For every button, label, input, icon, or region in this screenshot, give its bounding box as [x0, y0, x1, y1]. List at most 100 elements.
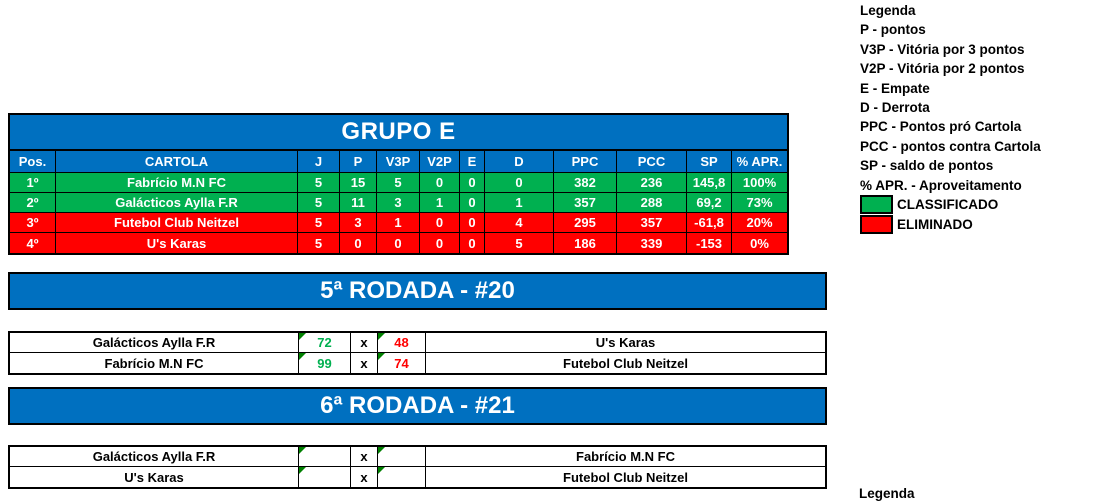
home-score-cell[interactable] [299, 447, 351, 467]
legend-item-pcc: PCC - pontos contra Cartola [860, 138, 1041, 154]
cell-e: 0 [460, 173, 485, 193]
cell-p: 15 [340, 173, 377, 193]
cell-d: 5 [485, 233, 554, 253]
cell-p: 11 [340, 193, 377, 213]
home-score-value: 99 [317, 355, 332, 371]
away-score-cell[interactable]: 48 [378, 333, 426, 353]
legend-title: Legenda [860, 3, 916, 18]
cell-sp: -61,8 [687, 213, 732, 233]
cell-e: 0 [460, 233, 485, 253]
away-team-cell: Fabrício M.N FC [426, 447, 825, 467]
legend-classified-row: CLASSIFICADO [860, 195, 1100, 215]
round-6-banner: 6ª RODADA - #21 [8, 387, 827, 425]
cell-v3p: 5 [377, 173, 420, 193]
cell-apr: 73% [732, 193, 787, 213]
home-score-cell[interactable]: 99 [299, 353, 351, 373]
column-header-v2p: V2P [420, 151, 460, 173]
cell-p: 0 [340, 233, 377, 253]
score-separator: x [351, 447, 378, 467]
column-header-d: D [485, 151, 554, 173]
cell-d: 1 [485, 193, 554, 213]
group-standings-table: GRUPO E Pos. CARTOLA J P V3P V2P E D PPC… [8, 113, 789, 255]
home-score-cell[interactable] [299, 467, 351, 487]
error-indicator-icon [378, 447, 385, 454]
legend-item-sp: SP - saldo de pontos [860, 158, 994, 174]
cell-pos: 2º [10, 193, 56, 213]
cell-cartola: Fabrício M.N FC [56, 173, 298, 193]
away-score-value: 48 [394, 335, 409, 350]
cell-apr: 0% [732, 233, 787, 253]
column-header-e: E [460, 151, 485, 173]
round-6-matches-table: Galácticos Aylla F.R x Fabrício M.N FC U… [8, 445, 827, 489]
cell-v3p: 0 [377, 233, 420, 253]
score-separator: x [351, 353, 378, 373]
cell-p: 3 [340, 213, 377, 233]
cell-cartola: Futebol Club Neitzel [56, 213, 298, 233]
legend-eliminated-row: ELIMINADO [860, 215, 1100, 235]
error-indicator-icon [378, 333, 385, 340]
eliminated-color-swatch [860, 215, 893, 235]
cell-v2p: 0 [420, 213, 460, 233]
cell-pcc: 339 [617, 233, 687, 253]
column-header-ppc: PPC [554, 151, 617, 173]
home-team-cell: Fabrício M.N FC [10, 353, 299, 373]
eliminated-label: ELIMINADO [897, 217, 973, 233]
cell-v2p: 0 [420, 233, 460, 253]
cell-ppc: 357 [554, 193, 617, 213]
legend-item-v3p: V3P - Vitória por 3 pontos [860, 41, 1025, 57]
cell-cartola: U's Karas [56, 233, 298, 253]
away-score-cell[interactable] [378, 447, 426, 467]
legend-panel: Legenda P - pontos V3P - Vitória por 3 p… [860, 1, 1100, 235]
cell-v3p: 1 [377, 213, 420, 233]
cell-pos: 4º [10, 233, 56, 253]
error-indicator-icon [378, 353, 385, 360]
classified-color-swatch [860, 195, 893, 215]
cell-e: 0 [460, 213, 485, 233]
error-indicator-icon [299, 447, 306, 454]
column-header-p: P [340, 151, 377, 173]
score-separator: x [351, 467, 378, 487]
cell-j: 5 [298, 233, 340, 253]
cell-pos: 3º [10, 213, 56, 233]
column-header-pos: Pos. [10, 151, 56, 173]
score-separator: x [351, 333, 378, 353]
round-5-matches-table: Galácticos Aylla F.R 72 x 48 U's Karas F… [8, 331, 827, 375]
cell-pcc: 357 [617, 213, 687, 233]
cell-d: 0 [485, 173, 554, 193]
away-team-cell: U's Karas [426, 333, 825, 353]
error-indicator-icon [299, 353, 306, 360]
away-team-cell: Futebol Club Neitzel [426, 353, 825, 373]
cell-sp: -153 [687, 233, 732, 253]
error-indicator-icon [299, 333, 306, 340]
cell-cartola: Galácticos Aylla F.R [56, 193, 298, 213]
home-score-cell[interactable]: 72 [299, 333, 351, 353]
cell-e: 0 [460, 193, 485, 213]
legend-item-p: P - pontos [860, 22, 926, 38]
away-score-cell[interactable]: 74 [378, 353, 426, 373]
cell-sp: 145,8 [687, 173, 732, 193]
cell-ppc: 295 [554, 213, 617, 233]
error-indicator-icon [299, 467, 306, 474]
group-title: GRUPO E [10, 115, 787, 151]
cell-j: 5 [298, 193, 340, 213]
home-team-cell: U's Karas [10, 467, 299, 487]
round-5-banner: 5ª RODADA - #20 [8, 272, 827, 310]
column-header-pcc: PCC [617, 151, 687, 173]
cell-ppc: 382 [554, 173, 617, 193]
cell-pcc: 288 [617, 193, 687, 213]
cell-pos: 1º [10, 173, 56, 193]
cell-ppc: 186 [554, 233, 617, 253]
column-header-apr: % APR. [732, 151, 787, 173]
home-team-cell: Galácticos Aylla F.R [10, 447, 299, 467]
legend-item-e: E - Empate [860, 80, 930, 96]
home-team-cell: Galácticos Aylla F.R [10, 333, 299, 353]
cell-apr: 100% [732, 173, 787, 193]
cell-j: 5 [298, 213, 340, 233]
cell-v3p: 3 [377, 193, 420, 213]
column-header-cartola: CARTOLA [56, 151, 298, 173]
standings-grid: Pos. CARTOLA J P V3P V2P E D PPC PCC SP … [10, 151, 787, 253]
column-header-sp: SP [687, 151, 732, 173]
cell-d: 4 [485, 213, 554, 233]
away-score-cell[interactable] [378, 467, 426, 487]
